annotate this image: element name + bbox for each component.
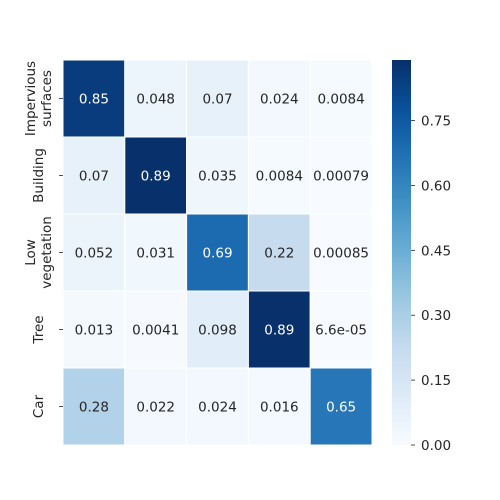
colorbar-tick-label: 0.00 bbox=[421, 438, 451, 454]
heatmap-cell bbox=[62, 59, 126, 138]
cell-value-label: 0.022 bbox=[136, 400, 175, 416]
heatmap-annotations: 0.85 0.048 0.07 0.024 0.0084 0.07 0.89 0.035 0.0… bbox=[75, 92, 369, 416]
cell-value-label: 0.07 bbox=[79, 169, 109, 185]
heatmap-cell bbox=[247, 290, 311, 369]
heatmap-cell bbox=[309, 136, 373, 215]
row-label: Low bbox=[23, 239, 39, 266]
heatmap-cell bbox=[124, 367, 188, 446]
cell-value-label: 0.00085 bbox=[313, 246, 369, 262]
cell-value-label: 0.0084 bbox=[317, 92, 364, 108]
heatmap-cells bbox=[62, 59, 373, 446]
cell-value-label: 0.85 bbox=[79, 92, 109, 108]
colorbar-tick-label: 0.30 bbox=[421, 308, 451, 324]
row-label: Tree bbox=[31, 315, 47, 344]
cell-value-label: 0.035 bbox=[198, 169, 237, 185]
cell-value-label: 0.013 bbox=[75, 323, 114, 339]
heatmap-cell bbox=[186, 367, 249, 446]
heatmap-cell bbox=[62, 136, 126, 215]
heatmap-cell bbox=[186, 59, 249, 138]
cell-value-label: 0.89 bbox=[264, 323, 294, 339]
row-label: Building bbox=[31, 148, 47, 203]
heatmap-cell bbox=[309, 213, 373, 292]
cell-value-label: 0.0084 bbox=[256, 169, 303, 185]
heatmap-cell bbox=[186, 290, 249, 369]
cell-value-label: 0.00079 bbox=[313, 169, 369, 185]
cell-value-label: 0.22 bbox=[264, 246, 294, 262]
heatmap-cell bbox=[124, 59, 188, 138]
heatmap-cell bbox=[124, 290, 188, 369]
colorbar-bar bbox=[392, 60, 411, 445]
cell-value-label: 0.024 bbox=[198, 400, 237, 416]
row-labels: Impervious surfaces Building Low vegetation T… bbox=[23, 61, 63, 418]
cell-value-label: 0.28 bbox=[79, 400, 109, 416]
heatmap-cell bbox=[247, 59, 311, 138]
heatmap-cell bbox=[124, 213, 188, 292]
heatmap-cell bbox=[309, 367, 373, 446]
row-label: Impervious bbox=[23, 61, 39, 136]
cell-value-label: 0.69 bbox=[202, 246, 232, 262]
cell-value-label: 0.048 bbox=[136, 92, 175, 108]
heatmap-cell bbox=[309, 290, 373, 369]
cell-value-label: 0.65 bbox=[326, 400, 356, 416]
cell-value-label: 0.07 bbox=[202, 92, 232, 108]
colorbar-tick-label: 0.75 bbox=[421, 114, 451, 130]
cell-value-label: 0.031 bbox=[136, 246, 175, 262]
row-label: vegetation bbox=[39, 216, 55, 289]
row-label: surfaces bbox=[39, 70, 55, 127]
colorbar-tick-label: 0.15 bbox=[421, 373, 451, 389]
cell-value-label: 6.6e-05 bbox=[315, 323, 367, 339]
colorbar-ticks: 0.00 0.15 0.30 0.45 0.60 0.75 bbox=[411, 114, 451, 454]
cell-value-label: 0.024 bbox=[260, 92, 299, 108]
cell-value-label: 0.0041 bbox=[132, 323, 179, 339]
cell-value-label: 0.89 bbox=[141, 169, 171, 185]
row-label: Car bbox=[31, 394, 47, 418]
colorbar-tick-label: 0.60 bbox=[421, 178, 451, 194]
cell-value-label: 0.016 bbox=[260, 400, 299, 416]
colorbar: 0.00 0.15 0.30 0.45 0.60 0.75 bbox=[392, 60, 451, 454]
heatmap-cell bbox=[247, 213, 311, 292]
heatmap-cell bbox=[62, 367, 126, 446]
colorbar-tick-label: 0.45 bbox=[421, 243, 451, 259]
cell-value-label: 0.052 bbox=[75, 246, 114, 262]
cell-value-label: 0.098 bbox=[198, 323, 237, 339]
heatmap-cell bbox=[186, 136, 249, 215]
